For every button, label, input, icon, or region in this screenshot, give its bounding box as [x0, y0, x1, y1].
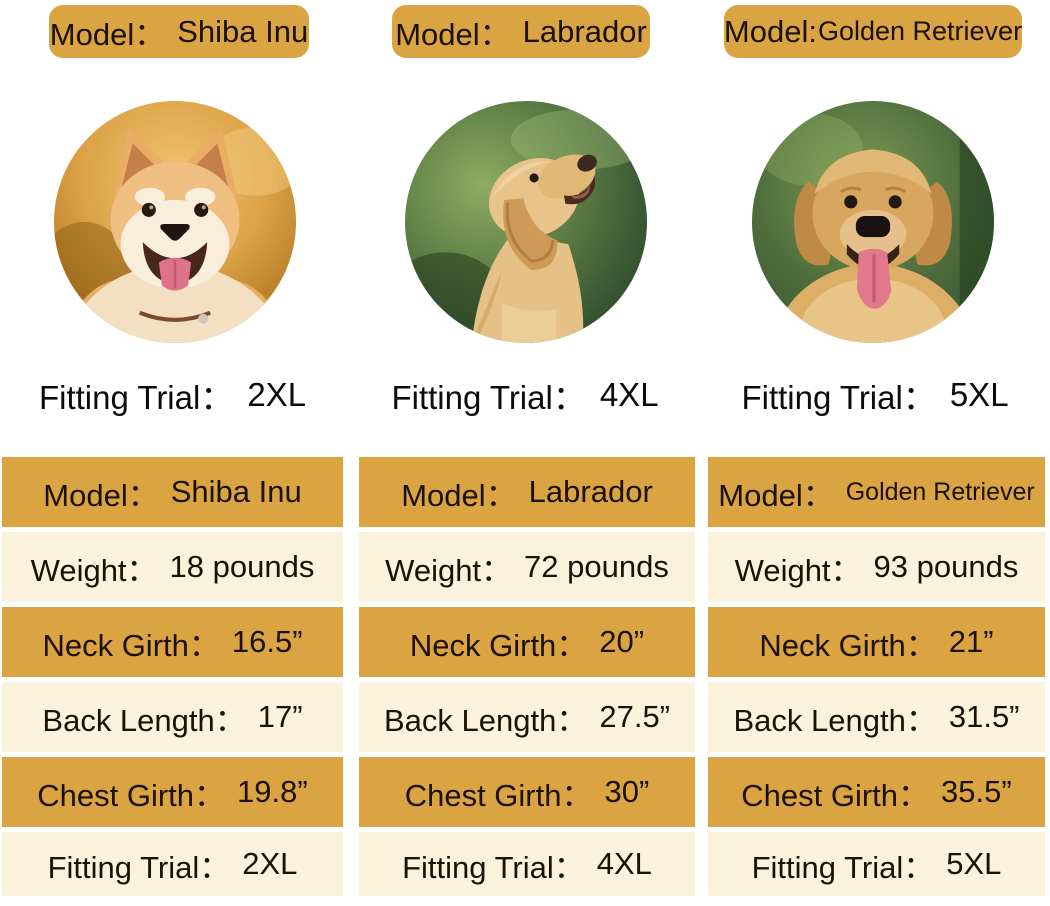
table-row-fitting-trial: Fitting Trial： 4XL — [359, 832, 695, 896]
fitting-trial-caption-shiba-inu: Fitting Trial： 2XL — [0, 372, 345, 418]
size-table-column-golden-retriever: Model： Golden Retriever Weight： 93 pound… — [708, 457, 1045, 896]
fitting-trial-label: Fitting Trial： — [38, 379, 234, 416]
badge-model-name: Labrador — [522, 13, 647, 49]
row-label: Neck Girth： — [409, 627, 588, 663]
fitting-trial-size: 5XL — [949, 376, 1009, 413]
table-row-weight: Weight： 72 pounds — [359, 532, 695, 602]
row-label: Model： — [43, 477, 159, 513]
row-value: 35.5” — [941, 774, 1012, 809]
dog-photo-shiba-inu — [54, 101, 296, 343]
row-value: 21” — [948, 624, 994, 659]
model-badge-labrador: Model： Labrador — [392, 5, 650, 58]
table-row-weight: Weight： 18 pounds — [2, 532, 343, 602]
row-value: 19.8” — [237, 774, 308, 809]
row-label: Fitting Trial： — [402, 849, 585, 885]
row-value: Labrador — [528, 474, 653, 509]
table-row-fitting-trial: Fitting Trial： 5XL — [708, 832, 1045, 896]
row-label: Weight： — [734, 552, 862, 588]
row-label: Neck Girth： — [759, 627, 937, 663]
dog-photo-labrador — [405, 101, 647, 343]
table-row-chest-girth: Chest Girth： 35.5” — [708, 757, 1045, 827]
row-label: Back Length： — [733, 702, 937, 738]
row-value: 27.5” — [599, 699, 671, 734]
table-row-neck-girth: Neck Girth： 20” — [359, 607, 695, 677]
table-row-neck-girth: Neck Girth： 21” — [708, 607, 1045, 677]
table-row-model: Model： Shiba Inu — [2, 457, 343, 527]
fitting-trial-size: 4XL — [599, 376, 659, 413]
row-value: 31.5” — [948, 699, 1020, 734]
dog-photo-golden-retriever — [752, 101, 994, 343]
row-value: 4XL — [596, 846, 652, 881]
row-value: 16.5” — [231, 624, 303, 659]
row-value: 30” — [604, 774, 650, 809]
model-badge-shiba-inu: Model： Shiba Inu — [49, 5, 309, 58]
fitting-trial-caption-golden-retriever: Fitting Trial： 5XL — [700, 372, 1050, 418]
row-label: Model： — [718, 477, 834, 513]
row-label: Chest Girth： — [404, 777, 593, 813]
row-label: Fitting Trial： — [47, 849, 231, 885]
table-row-chest-girth: Chest Girth： 19.8” — [2, 757, 343, 827]
fitting-trial-caption-labrador: Fitting Trial： 4XL — [353, 372, 697, 418]
table-row-fitting-trial: Fitting Trial： 2XL — [2, 832, 343, 896]
table-row-model: Model： Golden Retriever — [708, 457, 1045, 527]
table-row-weight: Weight： 93 pounds — [708, 532, 1045, 602]
row-label: Model： — [401, 477, 517, 513]
row-label: Fitting Trial： — [751, 849, 935, 885]
row-value: Golden Retriever — [845, 477, 1035, 506]
row-value: Shiba Inu — [170, 474, 302, 509]
row-label: Back Length： — [42, 702, 246, 738]
badge-label: Model： — [49, 17, 166, 52]
table-row-back-length: Back Length： 27.5” — [359, 682, 695, 752]
table-row-back-length: Back Length： 31.5” — [708, 682, 1045, 752]
row-label: Back Length： — [383, 702, 588, 738]
row-label: Chest Girth： — [741, 777, 930, 813]
row-label: Neck Girth： — [42, 627, 220, 663]
table-row-model: Model： Labrador — [359, 457, 695, 527]
row-value: 93 pounds — [873, 549, 1019, 584]
row-value: 72 pounds — [524, 549, 669, 584]
badge-model-name: Shiba Inu — [177, 13, 309, 49]
table-row-chest-girth: Chest Girth： 30” — [359, 757, 695, 827]
fitting-trial-label: Fitting Trial： — [741, 379, 936, 416]
row-label: Chest Girth： — [37, 777, 226, 813]
row-label: Weight： — [385, 552, 513, 588]
size-table-column-labrador: Model： Labrador Weight： 72 pounds Neck G… — [359, 457, 695, 896]
size-table-column-shiba-inu: Model： Shiba Inu Weight： 18 pounds Neck … — [2, 457, 343, 896]
fitting-trial-size: 2XL — [247, 376, 307, 413]
badge-model-name: Golden Retriever — [817, 16, 1023, 46]
table-row-neck-girth: Neck Girth： 16.5” — [2, 607, 343, 677]
row-label: Weight： — [30, 552, 158, 588]
badge-label: Model： — [395, 17, 511, 52]
fitting-trial-label: Fitting Trial： — [391, 379, 586, 416]
model-badge-golden-retriever: Model: Golden Retriever — [724, 5, 1022, 58]
badge-label: Model: — [723, 13, 817, 49]
row-value: 20” — [599, 624, 645, 659]
row-value: 2XL — [242, 846, 298, 881]
table-row-back-length: Back Length： 17” — [2, 682, 343, 752]
row-value: 17” — [257, 699, 303, 734]
row-value: 18 pounds — [169, 549, 315, 584]
row-value: 5XL — [946, 846, 1002, 881]
